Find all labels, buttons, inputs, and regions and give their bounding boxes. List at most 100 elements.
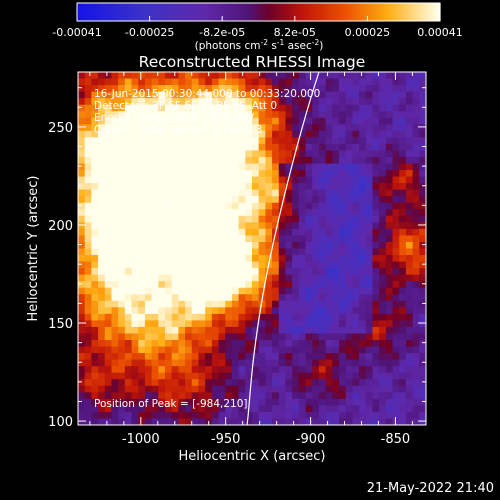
image-pixel xyxy=(225,385,233,393)
image-pixel xyxy=(332,241,340,249)
image-pixel xyxy=(379,418,387,426)
image-pixel xyxy=(379,124,387,132)
image-pixel xyxy=(352,176,360,184)
image-pixel xyxy=(372,359,380,367)
image-pixel xyxy=(305,294,313,302)
image-pixel xyxy=(292,222,300,230)
image-pixel xyxy=(385,379,393,387)
image-pixel xyxy=(84,333,92,341)
image-pixel xyxy=(91,150,99,158)
colorbar-segment xyxy=(83,3,87,21)
image-pixel xyxy=(211,398,219,406)
colorbar-segment xyxy=(433,3,438,21)
image-pixel xyxy=(171,346,179,354)
colorbar-segment xyxy=(104,3,108,21)
image-pixel xyxy=(205,261,213,269)
image-pixel xyxy=(339,307,347,315)
image-pixel xyxy=(318,326,327,334)
image-pixel xyxy=(98,196,106,204)
image-pixel xyxy=(91,313,99,321)
image-pixel xyxy=(339,222,347,230)
image-pixel xyxy=(285,366,293,374)
image-pixel xyxy=(91,78,99,86)
image-pixel xyxy=(158,78,166,86)
image-pixel xyxy=(178,255,186,262)
image-pixel xyxy=(111,372,119,380)
image-pixel xyxy=(325,379,333,387)
image-pixel xyxy=(258,98,266,106)
image-pixel xyxy=(124,72,132,79)
image-pixel xyxy=(218,255,226,262)
image-pixel xyxy=(84,130,92,138)
image-pixel xyxy=(84,326,92,334)
image-pixel xyxy=(345,326,353,334)
image-pixel xyxy=(305,163,313,171)
image-pixel xyxy=(405,326,414,334)
image-pixel xyxy=(144,320,153,328)
image-pixel xyxy=(245,150,253,158)
colorbar-segment xyxy=(288,3,293,21)
image-pixel xyxy=(285,313,293,321)
image-pixel xyxy=(185,235,193,243)
colorbar-segment xyxy=(137,3,142,21)
image-pixel xyxy=(305,228,313,236)
image-pixel xyxy=(131,333,139,341)
image-pixel xyxy=(124,235,132,243)
image-pixel xyxy=(131,287,139,295)
image-pixel xyxy=(165,163,173,171)
image-pixel xyxy=(405,385,414,393)
image-pixel xyxy=(231,307,240,315)
image-pixel xyxy=(278,241,286,249)
image-pixel xyxy=(191,287,199,295)
image-pixel xyxy=(278,379,286,387)
image-pixel xyxy=(211,385,219,393)
image-pixel xyxy=(359,98,367,106)
image-pixel xyxy=(419,124,427,132)
image-pixel xyxy=(211,209,219,217)
image-pixel xyxy=(118,346,126,354)
image-pixel xyxy=(205,143,213,151)
image-pixel xyxy=(292,340,300,347)
image-pixel xyxy=(318,300,327,308)
image-pixel xyxy=(231,418,240,426)
image-pixel xyxy=(151,228,159,236)
image-pixel xyxy=(305,209,313,217)
image-pixel xyxy=(151,163,159,171)
image-pixel xyxy=(372,137,380,145)
image-pixel xyxy=(392,255,400,262)
image-pixel xyxy=(124,78,132,86)
image-pixel xyxy=(339,366,347,374)
image-pixel xyxy=(258,215,266,223)
image-pixel xyxy=(238,300,246,308)
image-pixel xyxy=(218,124,226,132)
image-pixel xyxy=(91,215,99,223)
image-pixel xyxy=(258,202,266,210)
image-pixel xyxy=(191,150,199,158)
image-pixel xyxy=(292,241,300,249)
image-pixel xyxy=(332,189,340,197)
image-pixel xyxy=(419,248,427,256)
image-pixel xyxy=(372,255,380,262)
image-pixel xyxy=(211,117,219,125)
image-pixel xyxy=(258,353,266,361)
image-pixel xyxy=(144,176,153,184)
image-pixel xyxy=(412,248,420,256)
image-pixel xyxy=(258,379,266,387)
image-pixel xyxy=(185,418,193,426)
image-pixel xyxy=(252,320,260,328)
image-pixel xyxy=(292,366,300,374)
image-pixel xyxy=(84,91,92,99)
image-pixel xyxy=(392,202,400,210)
image-pixel xyxy=(185,320,193,328)
image-pixel xyxy=(278,222,286,230)
image-pixel xyxy=(218,111,226,119)
image-pixel xyxy=(325,248,333,256)
image-pixel xyxy=(419,130,427,138)
image-pixel xyxy=(332,215,340,223)
image-pixel xyxy=(385,78,393,86)
image-pixel xyxy=(385,189,393,197)
image-pixel xyxy=(225,274,233,282)
image-pixel xyxy=(258,248,266,256)
image-pixel xyxy=(318,398,327,406)
image-pixel xyxy=(178,111,186,119)
